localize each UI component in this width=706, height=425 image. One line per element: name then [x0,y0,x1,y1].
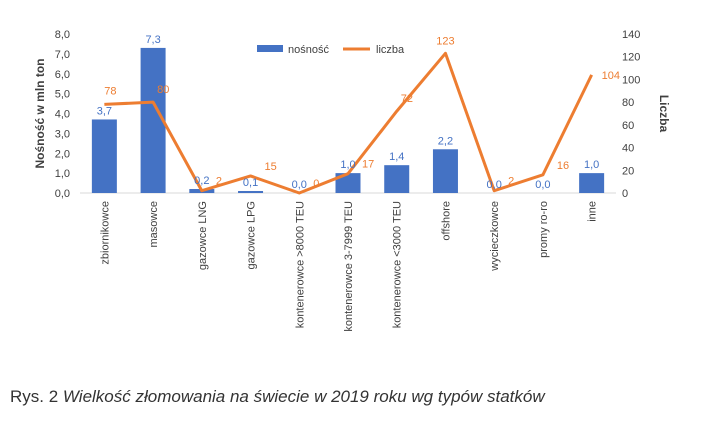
y2-tick-label: 120 [622,52,640,64]
line-data-label: 123 [436,35,454,47]
line-data-label: 104 [602,70,620,82]
y-tick-label: 8,0 [55,29,70,41]
y-tick-label: 5,0 [55,89,70,101]
y-tick-label: 6,0 [55,69,70,81]
bar [579,173,605,193]
legend-label-liczba: liczba [376,44,405,56]
line-data-label: 78 [104,85,116,97]
y-tick-label: 4,0 [55,109,70,121]
series-line [104,51,593,195]
x-tick-label: kontenerowce >8000 TEU [294,201,306,328]
line-data-label: 72 [401,93,413,105]
bar-data-label: 7,3 [145,34,160,46]
y-tick-label: 1,0 [55,168,70,180]
y-tick-label: 7,0 [55,49,70,61]
bar-data-label: 1,4 [389,151,404,163]
line-data-label: 2 [508,176,514,188]
bar [432,149,458,193]
y2-tick-label: 100 [622,74,640,86]
line-data-label: 17 [362,159,374,171]
chart: 0,01,02,03,04,05,06,07,08,00204060801001… [33,29,671,332]
y2-axis-title: Liczba [657,95,671,133]
y-tick-label: 2,0 [55,148,70,160]
y2-tick-label: 20 [622,165,634,177]
x-tick-label: wycieczkowce [489,201,501,272]
legend-label-nosnosc: nośność [288,44,329,56]
y-tick-label: 3,0 [55,128,70,140]
bar-data-label: 0,0 [535,179,550,191]
line-data-label: 0 [313,178,319,190]
x-tick-label: kontenerowce 3-7999 TEU [343,201,355,332]
bar [238,191,264,193]
bar-data-label: 2,2 [438,135,453,147]
bar [140,47,166,193]
y2-tick-label: 0 [622,188,628,200]
bar-data-label: 0,2 [194,175,209,187]
x-tick-label: kontenerowce <3000 TEU [392,201,404,328]
y-tick-label: 0,0 [55,188,70,200]
bar [335,173,361,193]
x-tick-label: zbiornikowce [99,201,111,265]
caption-title: Wielkość złomowania na świecie w 2019 ro… [62,387,545,406]
y2-tick-label: 60 [622,120,634,132]
caption-prefix: Rys. 2 [10,387,63,406]
line-data-label: 15 [265,161,277,173]
bar-data-label: 0,0 [487,179,502,191]
x-tick-label: gazowce LPG [246,201,258,269]
line-data-label: 16 [557,160,569,172]
bar-data-label: 0,1 [243,177,258,189]
bar [384,165,410,193]
y2-tick-label: 80 [622,97,634,109]
bar [91,119,117,193]
bar-data-label: 3,7 [97,105,112,117]
y2-tick-label: 40 [622,143,634,155]
line-data-label: 80 [157,84,169,96]
legend-swatch-nosnosc [257,45,283,52]
figure-caption: Rys. 2 Wielkość złomowania na świecie w … [10,387,545,407]
x-tick-label: masowce [148,201,160,247]
bar-data-label: 1,0 [584,159,599,171]
bar-data-label: 0,0 [292,179,307,191]
x-tick-label: inne [587,201,599,222]
line-data-label: 2 [216,176,222,188]
x-tick-label: offshore [440,201,452,241]
x-tick-label: gazowce LNG [197,201,209,270]
x-tick-label: promy ro-ro [538,201,550,258]
bar-data-label: 1,0 [340,159,355,171]
y2-tick-label: 140 [622,29,640,41]
y-axis-title: Nośność w mln ton [33,58,47,168]
